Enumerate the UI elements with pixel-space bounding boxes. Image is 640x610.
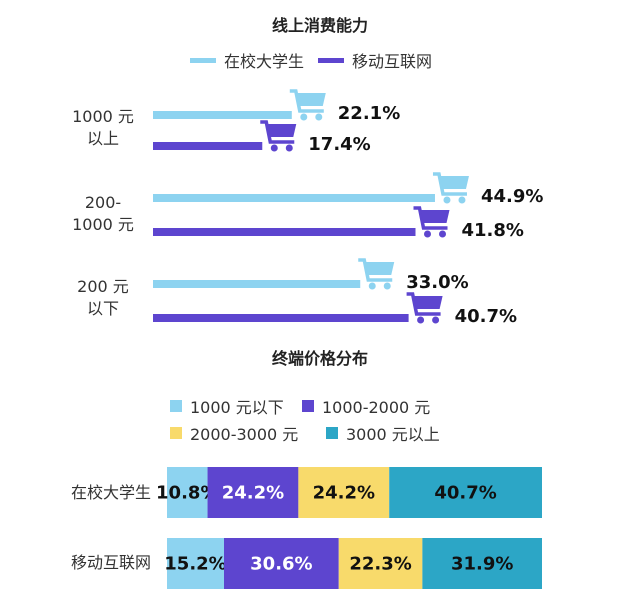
cart-handle	[432, 172, 467, 196]
cart-wheel	[424, 230, 432, 238]
shopping-cart-icon	[289, 89, 326, 121]
legend-swatch	[170, 400, 182, 412]
cart-handle	[260, 120, 295, 144]
bar	[153, 111, 292, 119]
chart1-category-label: 200 元 以下	[77, 277, 129, 318]
data-label: 41.8%	[462, 220, 524, 241]
legend-label: 2000-3000 元	[190, 425, 299, 444]
data-label: 22.1%	[338, 103, 400, 124]
data-label: 22.3%	[349, 554, 411, 575]
legend-swatch	[318, 57, 344, 63]
cart-wheel	[368, 282, 376, 290]
stacked-segment	[167, 538, 224, 589]
shopping-cart-icon	[413, 206, 450, 238]
shopping-cart-icon	[260, 120, 297, 152]
cart-wheel	[383, 282, 391, 290]
data-label: 40.7%	[455, 306, 517, 327]
cart-handle	[406, 292, 441, 316]
bar	[153, 314, 409, 322]
data-label: 31.9%	[451, 554, 513, 575]
bar	[153, 194, 435, 202]
data-label: 33.0%	[406, 272, 468, 293]
cart-wheel	[458, 196, 466, 204]
stacked-segment	[167, 467, 208, 518]
data-label: 17.4%	[308, 134, 370, 155]
cart-handle	[289, 89, 324, 113]
cart-wheel	[432, 316, 440, 324]
cart-wheel	[417, 316, 425, 324]
data-label: 24.2%	[313, 483, 375, 504]
cart-handle	[358, 258, 393, 282]
legend-swatch	[170, 427, 182, 439]
cart-wheel	[315, 113, 323, 121]
chart2-legend-item-2: 2000-3000 元	[170, 421, 298, 445]
shopping-cart-icon	[432, 172, 469, 204]
data-label: 24.2%	[222, 483, 284, 504]
cart-basket	[296, 93, 326, 106]
legend-swatch	[190, 57, 216, 63]
bar	[153, 280, 361, 288]
legend-label: 在校大学生	[224, 52, 305, 71]
cart-wheel	[285, 144, 293, 152]
chart1-legend-item-1: 移动互联网	[318, 48, 432, 72]
cart-basket	[267, 124, 297, 137]
stacked-segment	[224, 538, 339, 589]
bar	[153, 142, 263, 150]
stacked-segment	[298, 467, 390, 518]
chart2-legend-item-3: 3000 元以上	[326, 421, 440, 445]
cart-basket	[413, 296, 443, 309]
cart-basket	[439, 176, 469, 189]
stacked-segment	[338, 538, 423, 589]
chart1-title: 线上消费能力	[271, 16, 368, 35]
stacked-segment	[422, 538, 542, 589]
cart-wheel	[443, 196, 451, 204]
chart2-category-label: 移动互联网	[70, 553, 151, 572]
chart2-title: 终端价格分布	[271, 349, 368, 368]
data-label: 44.9%	[481, 186, 543, 207]
cart-basket	[365, 262, 395, 275]
cart-wheel	[300, 113, 308, 121]
chart2-legend-item-1: 1000-2000 元	[302, 394, 430, 418]
cart-wheel	[439, 230, 447, 238]
chart2-category-label: 在校大学生	[70, 483, 151, 502]
data-label: 30.6%	[250, 554, 312, 575]
chart1-category-label: 1000 元 以上	[72, 107, 134, 148]
cart-wheel	[270, 144, 278, 152]
legend-label: 1000-2000 元	[322, 398, 431, 417]
cart-handle	[413, 206, 448, 230]
legend-swatch	[302, 400, 314, 412]
legend-label: 移动互联网	[352, 52, 433, 71]
data-label: 10.8%	[156, 483, 218, 504]
shopping-cart-icon	[358, 258, 395, 290]
stacked-segment	[389, 467, 542, 518]
chart1-category-label: 200- 1000 元	[72, 193, 134, 234]
data-label: 40.7%	[434, 483, 496, 504]
data-label: 15.2%	[164, 554, 226, 575]
chart2-legend-item-0: 1000 元以下	[170, 394, 284, 418]
shopping-cart-icon	[406, 292, 443, 324]
legend-swatch	[326, 427, 338, 439]
cart-basket	[420, 210, 450, 223]
chart1-legend-item-0: 在校大学生	[190, 48, 304, 72]
stacked-segment	[207, 467, 299, 518]
bar	[153, 228, 416, 236]
legend-label: 1000 元以下	[190, 398, 284, 417]
legend-label: 3000 元以上	[346, 425, 440, 444]
